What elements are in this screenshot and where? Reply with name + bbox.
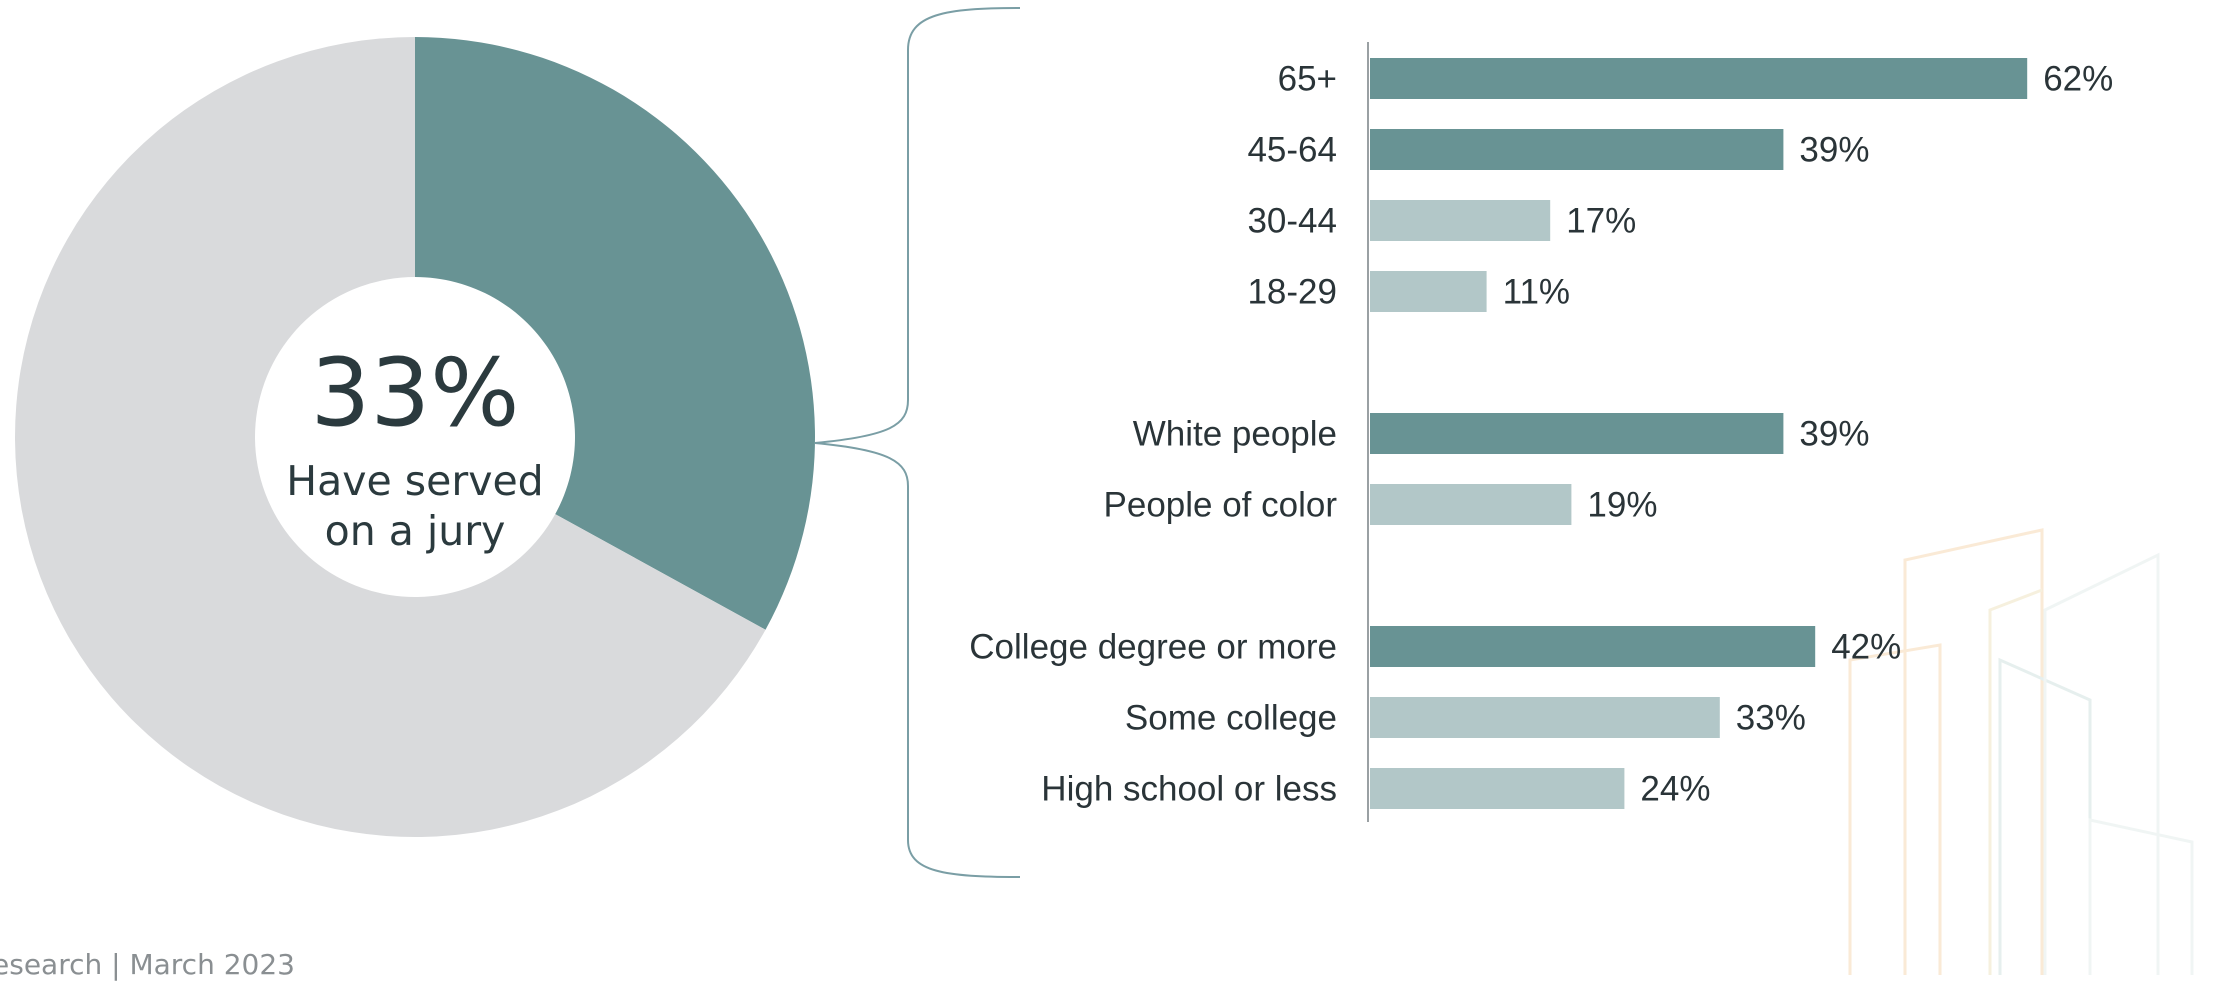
bar [1370, 413, 1784, 454]
donut-center-value: 33% [311, 339, 520, 448]
bracket-connector [814, 7, 1021, 878]
bar-value-label: 42% [1831, 628, 1901, 667]
bar-category-label: 18-29 [1247, 273, 1337, 312]
bar-value-label: 17% [1566, 202, 1636, 241]
donut-center-text-line1: Have served [286, 457, 543, 505]
bar-value-label: 11% [1503, 273, 1570, 312]
bar [1370, 768, 1625, 809]
bar-category-label: High school or less [1041, 770, 1337, 809]
bar-value-label: 39% [1799, 131, 1869, 170]
bar-category-label: Some college [1125, 699, 1337, 738]
bar [1370, 129, 1784, 170]
bar-category-label: White people [1133, 415, 1337, 454]
donut-slice-served [415, 37, 815, 630]
bar-value-label: 39% [1799, 415, 1869, 454]
bar [1370, 271, 1487, 312]
bar-category-label: People of color [1104, 486, 1338, 525]
donut-slice-remainder [14, 37, 766, 837]
bar-category-label: College degree or more [969, 628, 1337, 667]
decorative-skyline [1848, 528, 2194, 975]
bar-value-label: 62% [2043, 60, 2113, 99]
bar [1370, 58, 2028, 99]
footer-source-text: esearch | March 2023 [0, 948, 295, 981]
bar [1370, 484, 1572, 525]
bar [1370, 697, 1720, 738]
bar [1370, 200, 1551, 241]
bar-value-label: 24% [1640, 770, 1710, 809]
donut-center-text-line2: on a jury [325, 507, 506, 555]
bar-category-label: 65+ [1278, 60, 1337, 99]
bar-value-label: 33% [1736, 699, 1806, 738]
bar-category-label: 30-44 [1247, 202, 1337, 241]
donut-chart [14, 37, 815, 837]
bar [1370, 626, 1816, 667]
bar-value-label: 19% [1587, 486, 1657, 525]
bar-category-label: 45-64 [1247, 131, 1337, 170]
bar-chart: 65+ 62% 45-64 39% 30-44 17% 18-29 11% White peop… [969, 58, 2113, 809]
